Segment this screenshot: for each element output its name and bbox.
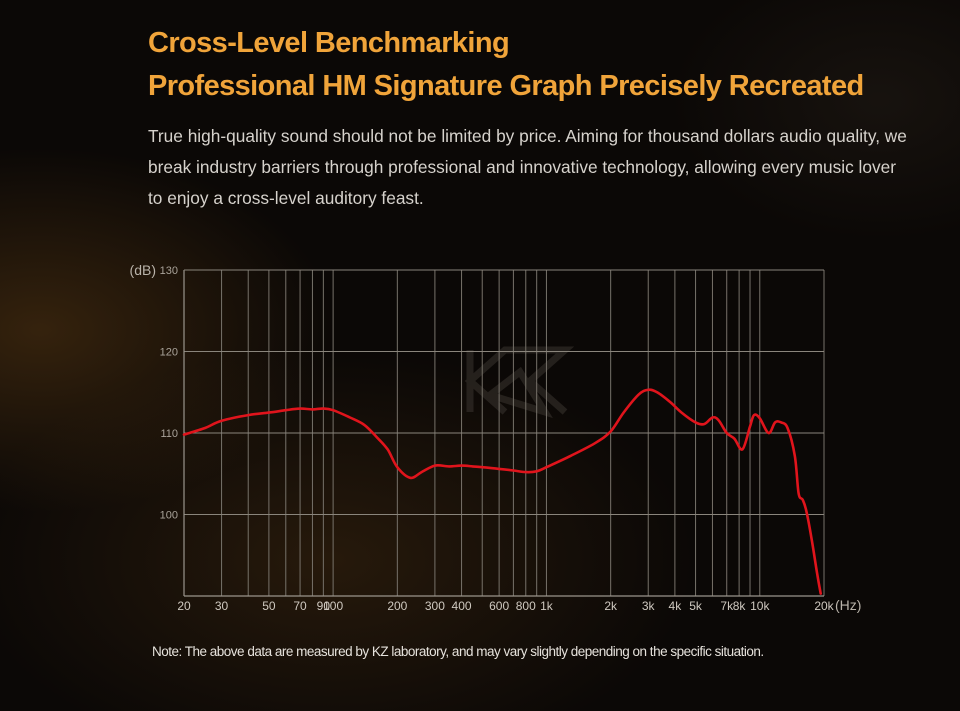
x-tick-label: 400 [452, 599, 472, 613]
x-tick-label: 20 [177, 599, 191, 613]
x-tick-label: 600 [489, 599, 509, 613]
x-axis-unit-label: (Hz) [835, 597, 861, 613]
x-tick-label: 4k [669, 599, 683, 613]
measurement-note: Note: The above data are measured by KZ … [152, 644, 764, 659]
x-tick-label: 2k [604, 599, 618, 613]
description-text: True high-quality sound should not be li… [148, 126, 907, 208]
x-tick-label: 30 [215, 599, 229, 613]
x-tick-label: 5k [689, 599, 703, 613]
x-tick-label: 7k [720, 599, 734, 613]
y-tick-label: 100 [160, 510, 178, 522]
x-tick-label: 10k [750, 599, 770, 613]
title-line-2: Professional HM Signature Graph Precisel… [148, 70, 864, 102]
x-tick-label: 200 [387, 599, 407, 613]
y-tick-label: 130 [160, 265, 178, 277]
x-tick-label: 50 [262, 599, 276, 613]
title-line-1: Cross-Level Benchmarking [148, 27, 510, 59]
y-tick-label: 120 [160, 347, 178, 359]
x-tick-label: 100 [323, 599, 343, 613]
x-tick-label: 300 [425, 599, 445, 613]
x-tick-label: 800 [516, 599, 536, 613]
y-tick-label: 110 [160, 428, 178, 440]
frequency-response-curve [182, 388, 822, 595]
x-tick-label: 8k [733, 599, 747, 613]
x-tick-label: 70 [293, 599, 307, 613]
kz-watermark-logo [464, 346, 575, 419]
x-tick-label: 90 [317, 599, 331, 613]
x-tick-label: 3k [642, 599, 656, 613]
x-tick-label: 20k [814, 599, 834, 613]
y-axis-unit-label: (dB) [130, 262, 156, 278]
page-title: Cross-Level Benchmarking Professional HM… [148, 22, 864, 108]
x-tick-label: 1k [540, 599, 554, 613]
